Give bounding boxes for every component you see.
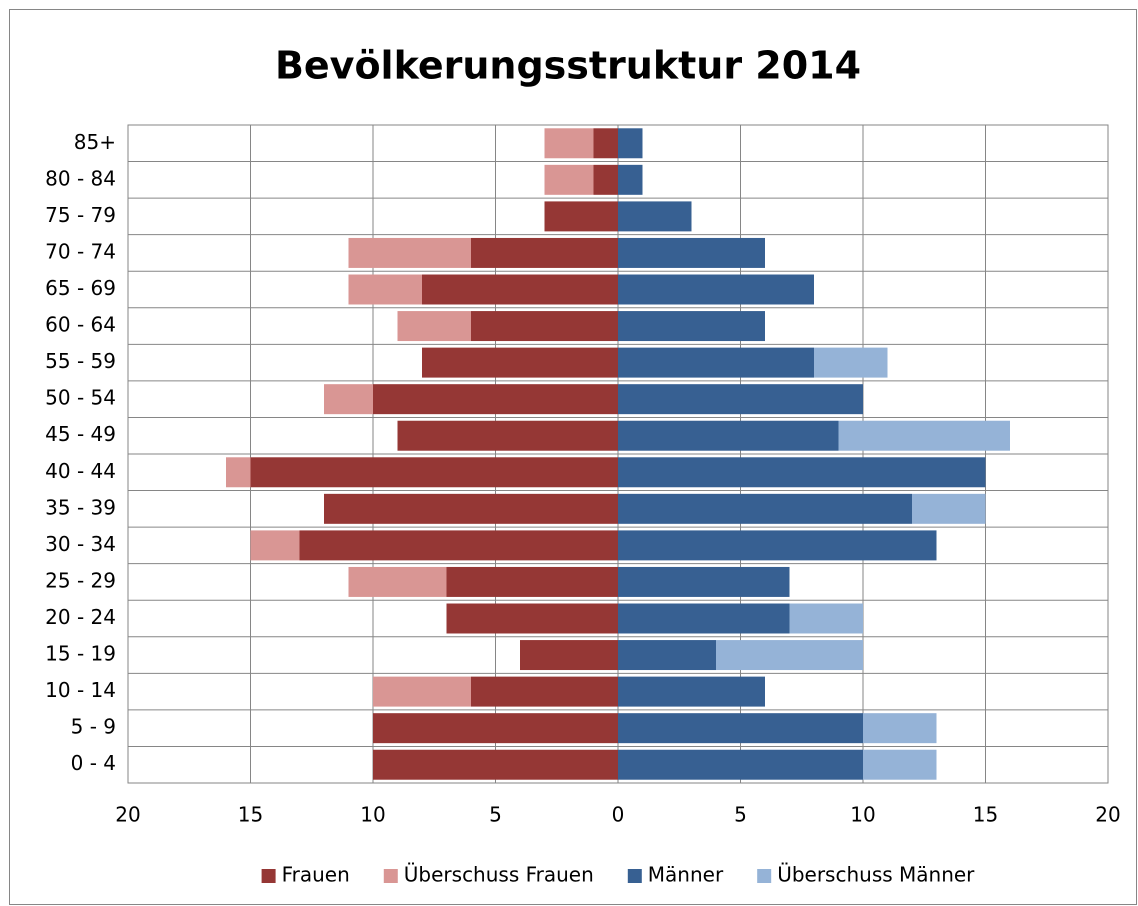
bar (593, 164, 618, 195)
bar (618, 457, 986, 488)
legend-swatch (757, 869, 772, 883)
x-tick-label: 0 (612, 803, 625, 827)
bar (348, 274, 422, 305)
x-tick-label: 10 (360, 803, 385, 827)
bar (520, 640, 618, 671)
y-tick-label: 25 - 29 (45, 568, 116, 592)
legend-label: Männer (648, 863, 724, 887)
bar (618, 311, 765, 342)
bar (446, 566, 618, 597)
legend: Frauen Überschuss Frauen Männer Überschuss … (261, 863, 975, 887)
y-tick-label: 0 - 4 (71, 751, 116, 775)
x-tick-label: 5 (489, 803, 502, 827)
bar (716, 640, 863, 671)
bar (618, 237, 765, 268)
bar (373, 713, 618, 744)
y-tick-label: 75 - 79 (45, 203, 116, 227)
legend-swatch (627, 869, 642, 883)
legend-label: Frauen (282, 863, 350, 887)
bar (618, 713, 863, 744)
bar (373, 384, 618, 415)
bar (544, 164, 594, 195)
y-tick-label: 40 - 44 (45, 459, 116, 483)
bar (814, 347, 888, 378)
bar (544, 201, 618, 232)
y-tick-label: 65 - 69 (45, 276, 116, 300)
y-tick-label: 55 - 59 (45, 349, 116, 373)
bar (397, 420, 618, 451)
bar (618, 384, 863, 415)
chart-title: Bevölkerungsstruktur 2014 (275, 44, 861, 88)
bar (863, 713, 937, 744)
bar (446, 603, 618, 634)
bar (618, 493, 912, 524)
x-tick-label: 15 (973, 803, 998, 827)
y-tick-label: 30 - 34 (45, 532, 116, 556)
bar (618, 347, 814, 378)
legend-label: Überschuss Männer (777, 863, 975, 887)
y-tick-label: 60 - 64 (45, 313, 116, 337)
bar (618, 274, 814, 305)
bar (618, 566, 790, 597)
y-tick-label: 45 - 49 (45, 422, 116, 446)
bar (250, 457, 618, 488)
bar (618, 530, 937, 561)
bar (618, 603, 790, 634)
bar (863, 749, 937, 780)
bar (348, 566, 447, 597)
bar (422, 274, 618, 305)
bar (471, 311, 618, 342)
y-tick-label: 85+ (74, 130, 116, 154)
bar (618, 640, 716, 671)
bar (593, 128, 618, 159)
bar (324, 493, 618, 524)
bar (618, 420, 839, 451)
y-tick-label: 35 - 39 (45, 495, 116, 519)
y-tick-label: 10 - 14 (45, 678, 116, 702)
bar (789, 603, 863, 634)
legend-label: Überschuss Frauen (404, 863, 594, 887)
bar (618, 128, 643, 159)
x-tick-label: 20 (1095, 803, 1120, 827)
bar (373, 676, 471, 707)
bar (618, 749, 863, 780)
y-tick-label: 5 - 9 (71, 715, 116, 739)
bar (348, 237, 471, 268)
x-tick-label: 15 (238, 803, 263, 827)
bar (912, 493, 986, 524)
y-tick-label: 80 - 84 (45, 166, 116, 190)
bar (397, 311, 471, 342)
bar (422, 347, 618, 378)
x-tick-label: 20 (115, 803, 140, 827)
bar (324, 384, 373, 415)
bar (471, 676, 618, 707)
bar (838, 420, 1010, 451)
legend-swatch (383, 869, 398, 883)
bar (618, 201, 692, 232)
y-tick-label: 15 - 19 (45, 642, 116, 666)
y-tick-label: 20 - 24 (45, 605, 116, 629)
bar (471, 237, 618, 268)
x-tick-label: 5 (734, 803, 747, 827)
y-tick-label: 70 - 74 (45, 239, 116, 263)
bar (226, 457, 251, 488)
bar (299, 530, 618, 561)
y-tick-label: 50 - 54 (45, 386, 116, 410)
bar (250, 530, 300, 561)
bar (544, 128, 594, 159)
x-tick-label: 10 (850, 803, 875, 827)
bar (373, 749, 618, 780)
legend-swatch (261, 869, 276, 883)
bar (618, 676, 765, 707)
bar (618, 164, 643, 195)
